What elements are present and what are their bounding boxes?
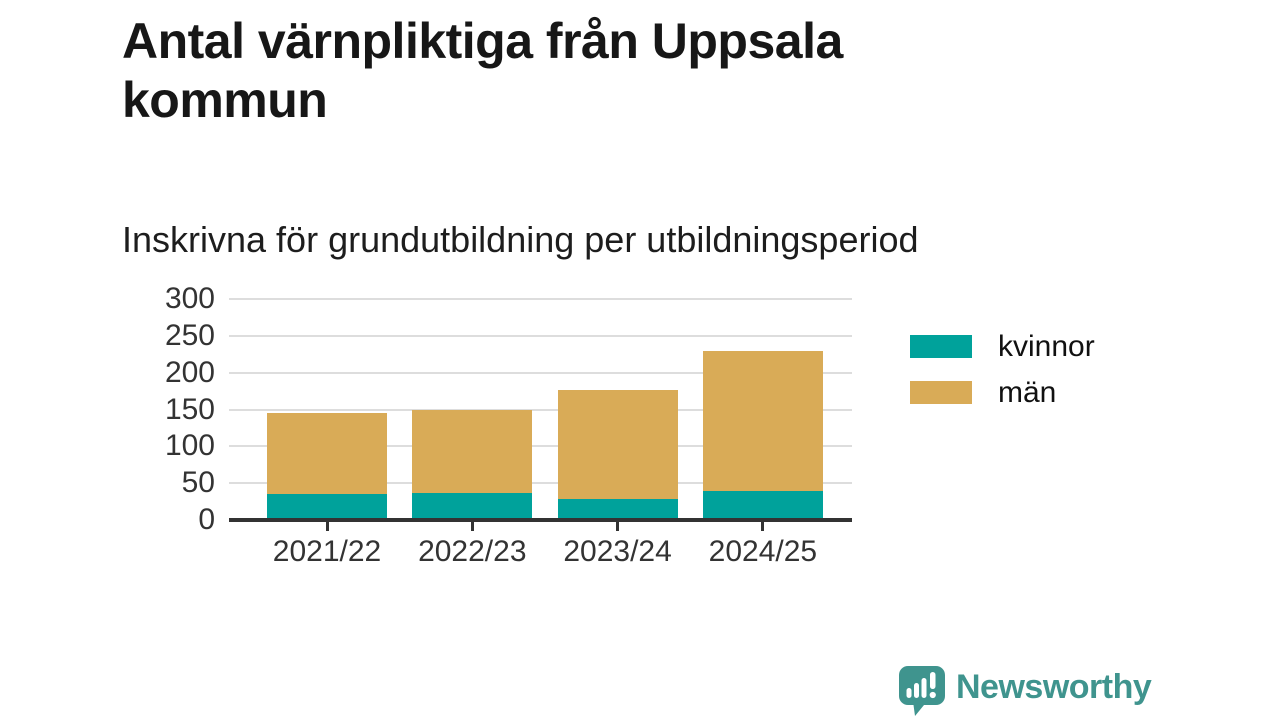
brand-footer: Newsworthy: [897, 665, 1152, 717]
x-axis-tick-2021/22: 2021/22: [272, 535, 382, 568]
y-axis-tick-0: 0: [198, 503, 215, 536]
bar-2022/23-kvinnor: [412, 492, 533, 520]
bar-2024/25-män: [702, 350, 823, 491]
legend-item-man: män: [910, 375, 1095, 409]
x-axis-tickmark-2023/24: [616, 522, 620, 531]
x-axis-tickmark-2021/22: [325, 522, 329, 531]
gridline-y-250: [229, 334, 852, 337]
gridline-y-100: [229, 445, 852, 448]
legend-label-man: män: [998, 375, 1057, 409]
chart-subtitle: Inskrivna för grundutbildning per utbild…: [122, 219, 919, 260]
y-axis-tick-50: 50: [181, 466, 215, 500]
x-axis-tick-2024/25: 2024/25: [708, 535, 818, 568]
bar-2021/22-kvinnor: [267, 494, 387, 520]
legend-swatch-kvinnor: [910, 335, 972, 358]
y-axis-tick-100: 100: [164, 429, 215, 463]
gridline-y-50: [229, 482, 852, 485]
gridline-y-300: [229, 298, 852, 300]
bar-2021/22-män: [267, 413, 387, 495]
y-axis-tick-150: 150: [164, 392, 215, 426]
x-axis-tick-2023/24: 2023/24: [563, 535, 672, 568]
gridline-y-150: [229, 408, 852, 411]
bar-2023/24-män: [557, 389, 678, 499]
y-axis-tick-300: 300: [164, 282, 215, 315]
chart-legend: kvinnor män: [910, 329, 1095, 423]
x-axis-line: [229, 518, 852, 522]
legend-item-kvinnor: kvinnor: [910, 329, 1095, 363]
y-axis-tick-250: 250: [164, 318, 215, 352]
bar-2022/23-män: [412, 409, 533, 493]
y-axis-tick-200: 200: [164, 355, 215, 389]
x-axis-tickmark-2022/23: [470, 522, 474, 531]
newsworthy-logo-icon: [899, 666, 945, 716]
brand-name: Newsworthy: [956, 668, 1152, 706]
bar-2024/25-kvinnor: [702, 490, 823, 520]
x-axis-tickmark-2024/25: [761, 522, 765, 531]
gridline-y-200: [229, 371, 852, 374]
legend-label-kvinnor: kvinnor: [998, 329, 1095, 363]
bar-2023/24-kvinnor: [557, 498, 678, 520]
legend-swatch-man: [910, 381, 972, 404]
chart-title: Antal värnpliktiga från Uppsala kommun: [122, 13, 843, 128]
x-axis-tick-2022/23: 2022/23: [418, 535, 527, 568]
